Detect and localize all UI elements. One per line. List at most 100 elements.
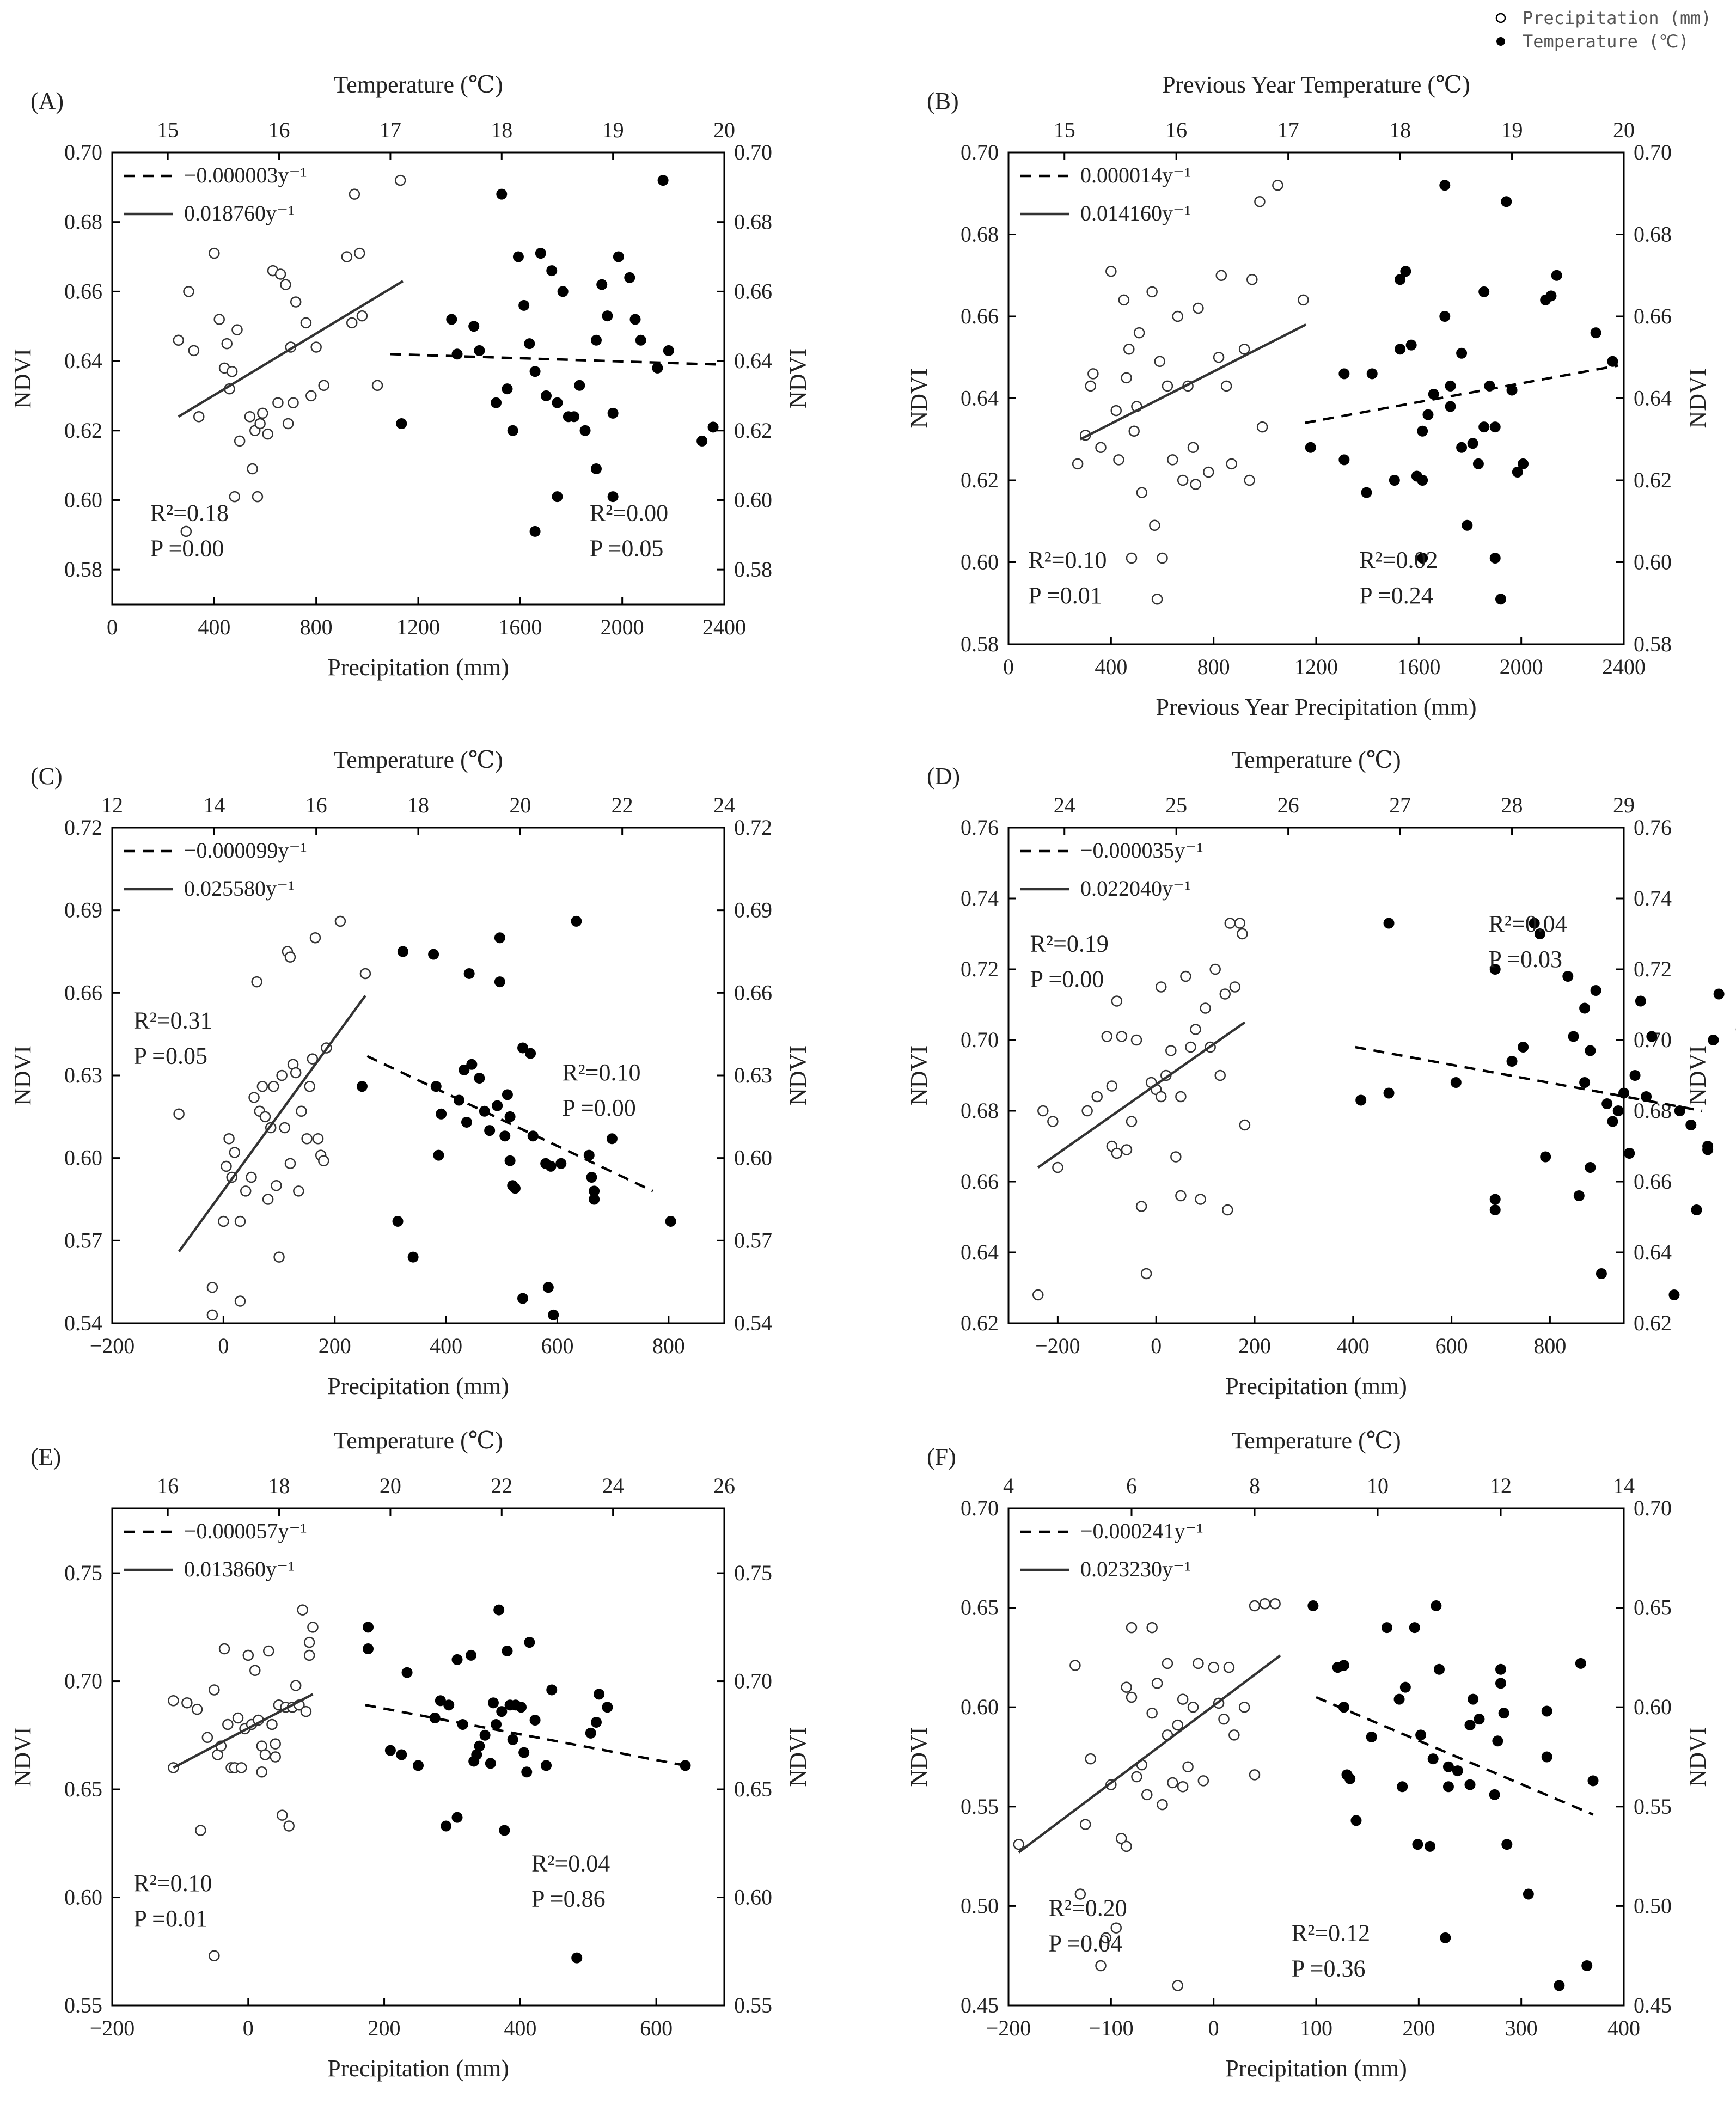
precipitation-point bbox=[1087, 368, 1099, 380]
precipitation-point bbox=[1047, 1116, 1059, 1127]
precipitation-point bbox=[1121, 372, 1132, 384]
temperature-point bbox=[1495, 1678, 1506, 1689]
precipitation-r2: R²=0.10 bbox=[133, 1870, 212, 1897]
temperature-point bbox=[491, 397, 502, 408]
temperature-point bbox=[613, 251, 624, 262]
precipitation-point bbox=[173, 334, 185, 346]
precipitation-point bbox=[1146, 1707, 1158, 1719]
precipitation-point bbox=[276, 1069, 288, 1081]
right-tick-label: 0.63 bbox=[734, 1063, 772, 1087]
bottom-tick-label: 800 bbox=[1197, 655, 1230, 679]
temperature-point bbox=[1399, 1681, 1411, 1693]
temperature-point bbox=[590, 1716, 602, 1728]
temperature-point bbox=[545, 1160, 557, 1172]
precipitation-point bbox=[1167, 1777, 1178, 1789]
precipitation-point bbox=[288, 397, 299, 408]
plot-frame bbox=[111, 1507, 725, 2007]
precipitation-point bbox=[272, 397, 284, 408]
precipitation-point bbox=[1121, 1144, 1133, 1155]
temperature-point bbox=[1417, 425, 1428, 437]
precipitation-point bbox=[256, 1766, 268, 1778]
left-tick-label: 0.70 bbox=[64, 140, 102, 164]
temperature-point bbox=[466, 1059, 478, 1070]
precipitation-r2: R²=0.19 bbox=[1030, 931, 1109, 957]
temperature-point bbox=[1456, 442, 1468, 453]
temperature-point bbox=[1344, 1773, 1356, 1784]
precipitation-point bbox=[193, 411, 205, 423]
left-axis-title: NDVI bbox=[9, 1045, 36, 1105]
bottom-tick-label: 400 bbox=[1337, 1334, 1370, 1358]
left-tick-label: 0.66 bbox=[64, 279, 102, 303]
precipitation-point bbox=[188, 345, 200, 357]
precipitation-point bbox=[1126, 552, 1138, 564]
temperature-point bbox=[569, 411, 580, 423]
precipitation-point bbox=[1155, 1091, 1167, 1103]
temperature-point bbox=[529, 525, 541, 537]
temperature-point bbox=[1415, 1729, 1427, 1741]
temperature-point bbox=[607, 491, 619, 503]
legend-solid-label: 0.022040y⁻¹ bbox=[1080, 876, 1191, 901]
temperature-point bbox=[492, 1100, 503, 1111]
temperature-point bbox=[1366, 368, 1378, 380]
temperature-point bbox=[602, 310, 613, 322]
precipitation-point bbox=[1222, 1204, 1233, 1216]
temperature-point bbox=[1442, 1761, 1454, 1772]
bottom-tick-label: 1200 bbox=[1294, 655, 1338, 679]
temperature-r2: R²=0.02 bbox=[1359, 547, 1438, 573]
precipitation-point bbox=[1238, 343, 1250, 355]
temperature-p-value: P =0.05 bbox=[590, 535, 664, 561]
temperature-point bbox=[443, 1699, 455, 1711]
top-tick-label: 17 bbox=[380, 118, 401, 142]
precipitation-point bbox=[341, 251, 353, 262]
bottom-tick-label: 800 bbox=[652, 1334, 685, 1358]
left-tick-label: 0.45 bbox=[961, 1993, 999, 2017]
left-tick-label: 0.69 bbox=[64, 898, 102, 922]
left-tick-label: 0.64 bbox=[64, 348, 102, 373]
temperature-point bbox=[594, 1689, 605, 1700]
temperature-point bbox=[363, 1643, 374, 1655]
bottom-axis-title: Precipitation (mm) bbox=[1225, 2055, 1407, 2082]
left-tick-label: 0.72 bbox=[961, 957, 999, 981]
temperature-point bbox=[1590, 327, 1601, 339]
precipitation-fit-line bbox=[173, 1693, 314, 1769]
right-tick-label: 0.66 bbox=[1634, 1169, 1672, 1194]
temperature-point bbox=[401, 1667, 413, 1678]
precipitation-point bbox=[1154, 356, 1166, 368]
precipitation-point bbox=[303, 1636, 315, 1648]
temperature-point bbox=[1489, 964, 1501, 975]
left-tick-label: 0.60 bbox=[64, 1146, 102, 1170]
bottom-tick-label: −200 bbox=[1035, 1334, 1080, 1358]
temperature-point bbox=[504, 1111, 516, 1122]
precipitation-point bbox=[301, 1133, 313, 1145]
precipitation-point bbox=[1177, 474, 1189, 486]
temperature-point bbox=[1554, 1980, 1565, 1991]
precipitation-point bbox=[236, 1762, 247, 1773]
temperature-point bbox=[1361, 487, 1372, 498]
precipitation-point bbox=[1220, 380, 1232, 392]
precipitation-point bbox=[1234, 918, 1246, 929]
temperature-point bbox=[552, 491, 563, 503]
precipitation-point bbox=[1254, 196, 1266, 207]
precipitation-fit-line bbox=[178, 995, 366, 1252]
top-tick-label: 18 bbox=[407, 793, 429, 817]
temperature-point bbox=[585, 1727, 596, 1739]
precipitation-point bbox=[180, 525, 192, 537]
temperature-point bbox=[1307, 1600, 1319, 1611]
right-tick-label: 0.66 bbox=[1634, 304, 1672, 328]
precipitation-point bbox=[304, 1080, 315, 1092]
temperature-point bbox=[1685, 1120, 1697, 1130]
top-tick-label: 26 bbox=[1277, 793, 1299, 817]
left-axis-title: NDVI bbox=[9, 348, 36, 408]
temperature-point bbox=[1702, 1144, 1714, 1155]
left-tick-label: 0.66 bbox=[961, 304, 999, 328]
bottom-tick-label: 1600 bbox=[1397, 655, 1440, 679]
precipitation-p-value: P =0.01 bbox=[133, 1905, 207, 1932]
precipitation-point bbox=[284, 1158, 296, 1170]
temperature-point bbox=[586, 1172, 597, 1183]
left-tick-label: 0.70 bbox=[961, 1496, 999, 1520]
precipitation-point bbox=[256, 1080, 268, 1092]
precipitation-point bbox=[1246, 274, 1258, 285]
precipitation-point bbox=[1140, 1268, 1152, 1280]
temperature-point bbox=[1518, 458, 1529, 469]
temperature-fit-line bbox=[1316, 1696, 1594, 1816]
